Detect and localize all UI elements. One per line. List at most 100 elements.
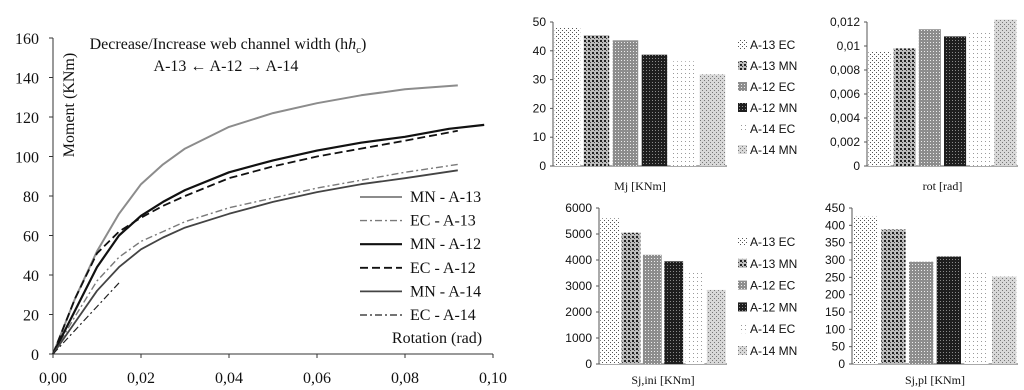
bar-legend-label: A-12 MN xyxy=(750,101,797,115)
bar-chart-y-tick-label: 0 xyxy=(585,357,592,371)
bar-chart-y-tick-label: 100 xyxy=(825,322,845,336)
bar-chart-y-tick-label: 40 xyxy=(533,44,547,58)
line-chart-y-tick-label: 20 xyxy=(23,308,39,325)
bar-chart-y-tick-label: 0 xyxy=(838,357,845,371)
legend-swatch xyxy=(738,124,747,133)
bar xyxy=(641,54,668,167)
line-chart-x-ticks: 0,00 0,02 0,04 0,06 0,08 0,10 xyxy=(39,354,507,387)
bar-legend-label: A-14 MN xyxy=(750,344,797,358)
bar-legend-label: A-13 EC xyxy=(750,38,796,52)
line-series-mn-a-12 xyxy=(52,123,485,355)
bar xyxy=(670,61,697,166)
bar xyxy=(964,272,989,364)
line-chart-y-ticks: 0 20 40 60 80 100 120 140 160 xyxy=(15,31,53,364)
bar-chart-y-tick-label: 1000 xyxy=(565,331,592,345)
line-series-mn-a-13 xyxy=(52,84,458,355)
bar xyxy=(881,229,906,364)
line-chart-x-tick-label: 0,00 xyxy=(39,370,67,387)
legend-label: MN - A-13 xyxy=(410,189,481,206)
bar-chart-y-tick-label: 0 xyxy=(853,159,860,173)
bar xyxy=(612,40,639,166)
bar xyxy=(699,74,726,166)
legend-swatch xyxy=(738,302,747,312)
legend-swatch xyxy=(738,145,747,154)
line-chart-x-tick-label: 0,08 xyxy=(391,370,419,387)
bar-chart-y-tick-label: 0 xyxy=(539,159,546,173)
legend-swatch xyxy=(738,61,747,70)
bar xyxy=(936,256,961,364)
bar xyxy=(893,48,916,166)
bar-chart-y-tick-label: 0,012 xyxy=(830,15,860,29)
bar-legend-label: A-14 MN xyxy=(750,143,797,157)
bar-legend-label: A-14 EC xyxy=(750,122,796,136)
bar xyxy=(685,270,705,364)
bar-chart-x-axis-label: rot [rad] xyxy=(923,179,963,193)
bar-chart-x-axis-label: Sj,ini [KNm] xyxy=(631,373,694,387)
bar-chart-y-tick-label: 6000 xyxy=(565,201,592,215)
bar xyxy=(853,216,878,364)
bar-chart-x-axis-label: Sj,pl [KNm] xyxy=(905,373,965,387)
line-chart-x-tick-label: 0,10 xyxy=(479,370,507,387)
bar-legend-label: A-12 EC xyxy=(750,80,796,94)
bar-chart-rot: 0 0,002 0,004 0,006 0,008 0,01 0,012 rot [rad] xyxy=(830,15,1018,193)
bar-chart-y-tick-label: 4000 xyxy=(565,253,592,267)
line-chart-y-tick-label: 140 xyxy=(15,71,39,88)
legend-swatch xyxy=(738,324,747,334)
bar-chart-y-tick-label: 50 xyxy=(832,340,846,354)
bar-chart-y-tick-label: 3000 xyxy=(565,279,592,293)
bar-chart-y-tick-label: 350 xyxy=(825,236,845,250)
bar-chart-y-tick-label: 150 xyxy=(825,305,845,319)
legend-label: EC - A-12 xyxy=(410,260,476,277)
bar-chart-panels: 0 10 20 30 40 50 Mj [KNm] A-13 EC A-13 MN A-12 EC… xyxy=(533,15,1018,387)
line-chart-y-tick-label: 40 xyxy=(23,268,39,285)
bar xyxy=(706,289,726,364)
legend-label: EC - A-14 xyxy=(410,307,476,324)
line-chart-series xyxy=(52,84,485,355)
bar xyxy=(969,31,992,166)
bar-chart-y-tick-label: 50 xyxy=(533,15,547,29)
bar-chart-y-tick-label: 250 xyxy=(825,270,845,284)
bar-chart-y-tick-label: 0,002 xyxy=(830,135,860,149)
line-chart-x-tick-label: 0,06 xyxy=(303,370,331,387)
bar-chart-y-tick-label: 450 xyxy=(825,201,845,215)
line-chart-y-tick-label: 120 xyxy=(15,110,39,127)
bar xyxy=(944,36,967,167)
bar xyxy=(600,218,620,364)
bar xyxy=(621,232,641,364)
bar-chart-y-tick-label: 0,01 xyxy=(837,39,861,53)
line-series-ec-a-12 xyxy=(52,129,458,355)
bar xyxy=(583,35,610,166)
bar-chart-y-tick-label: 200 xyxy=(825,288,845,302)
bar-chart-y-tick-label: 400 xyxy=(825,218,845,232)
legend-label: MN - A-14 xyxy=(410,283,481,300)
line-series-ec-a-14 xyxy=(52,282,120,355)
bar-chart-y-tick-label: 10 xyxy=(533,130,547,144)
legend-swatch xyxy=(738,103,747,112)
bar-legend-label: A-12 EC xyxy=(750,279,796,293)
bar-chart-y-tick-label: 300 xyxy=(825,253,845,267)
line-chart-y-tick-label: 160 xyxy=(15,31,39,48)
line-chart-x-tick-label: 0,04 xyxy=(215,370,243,387)
bar xyxy=(642,254,662,364)
line-chart-y-tick-label: 100 xyxy=(15,150,39,167)
line-chart-x-tick-label: 0,02 xyxy=(127,370,155,387)
line-chart-y-tick-label: 0 xyxy=(31,347,39,364)
legend-swatch xyxy=(738,280,747,290)
bar-chart-y-tick-label: 2000 xyxy=(565,305,592,319)
line-series-mn-a-14 xyxy=(52,169,458,355)
bar xyxy=(664,261,684,364)
bar-chart-y-tick-label: 0,008 xyxy=(830,63,860,77)
bar-chart-sj-pl: 0 50 100 150 200 250 300 350 400 450 Sj,pl [KNm] xyxy=(825,201,1018,387)
bar-chart-y-tick-label: 20 xyxy=(533,101,547,115)
line-chart-x-axis-label: Rotation (rad) xyxy=(392,330,482,347)
bar-chart-y-tick-label: 30 xyxy=(533,73,547,87)
line-chart-title: Decrease/Increase web channel width (hhc… xyxy=(90,36,367,56)
bar-legend-label: A-13 EC xyxy=(750,235,796,249)
bar xyxy=(909,261,934,364)
bar-chart-mj: 0 10 20 30 40 50 Mj [KNm] A-13 EC A-13 MN A-12 EC… xyxy=(533,15,798,193)
legend-swatch xyxy=(738,82,747,91)
line-chart-y-tick-label: 60 xyxy=(23,229,39,246)
bar xyxy=(868,52,891,166)
